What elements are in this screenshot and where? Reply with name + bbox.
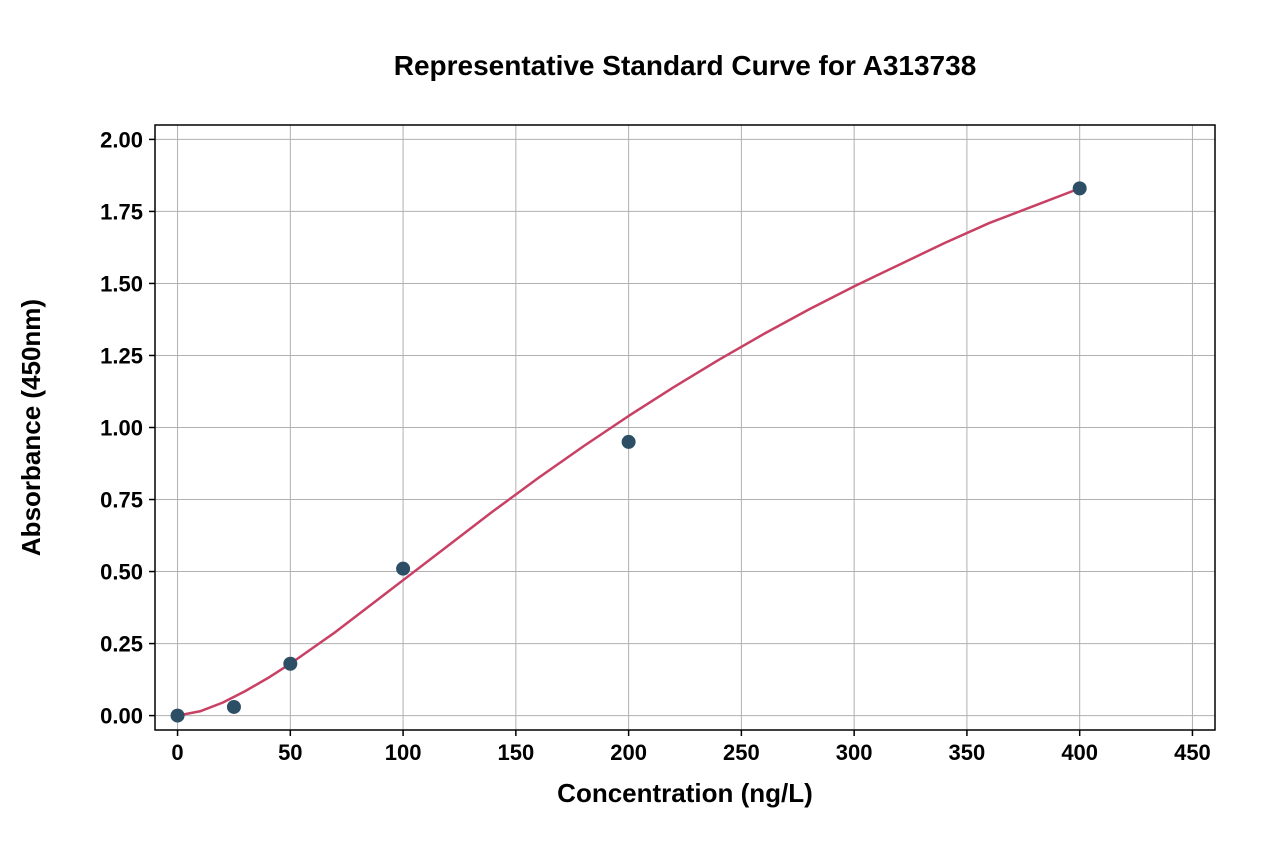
x-tick-label: 400: [1061, 740, 1098, 765]
data-point: [171, 709, 185, 723]
plot-area: 0 50 100 150 200 250 300 350 400 450 0.00 0.25 0.50 0…: [100, 125, 1215, 765]
x-tick-label: 300: [836, 740, 873, 765]
y-tick-label: 1.75: [100, 199, 143, 224]
y-axis-label: Absorbance (450nm): [16, 299, 46, 556]
y-tick-label: 0.00: [100, 704, 143, 729]
y-tick-label: 1.00: [100, 416, 143, 441]
standard-curve-chart: Representative Standard Curve for A31373…: [0, 0, 1280, 845]
x-tick-label: 200: [610, 740, 647, 765]
data-point: [396, 562, 410, 576]
y-tick-label: 0.75: [100, 488, 143, 513]
chart-container: Representative Standard Curve for A31373…: [0, 0, 1280, 845]
x-tick-label: 350: [949, 740, 986, 765]
x-tick-label: 450: [1174, 740, 1211, 765]
y-tick-label: 0.50: [100, 560, 143, 585]
data-point: [622, 435, 636, 449]
chart-title: Representative Standard Curve for A31373…: [394, 50, 977, 81]
y-tick-label: 1.50: [100, 271, 143, 296]
data-point: [227, 700, 241, 714]
y-tick-label: 1.25: [100, 343, 143, 368]
x-tick-label: 150: [497, 740, 534, 765]
x-tick-label: 50: [278, 740, 302, 765]
x-tick-label: 0: [171, 740, 183, 765]
data-point: [283, 657, 297, 671]
x-axis-label: Concentration (ng/L): [557, 778, 813, 808]
x-tick-label: 100: [385, 740, 422, 765]
y-tick-label: 0.25: [100, 632, 143, 657]
x-tick-label: 250: [723, 740, 760, 765]
y-tick-label: 2.00: [100, 127, 143, 152]
data-point: [1073, 181, 1087, 195]
